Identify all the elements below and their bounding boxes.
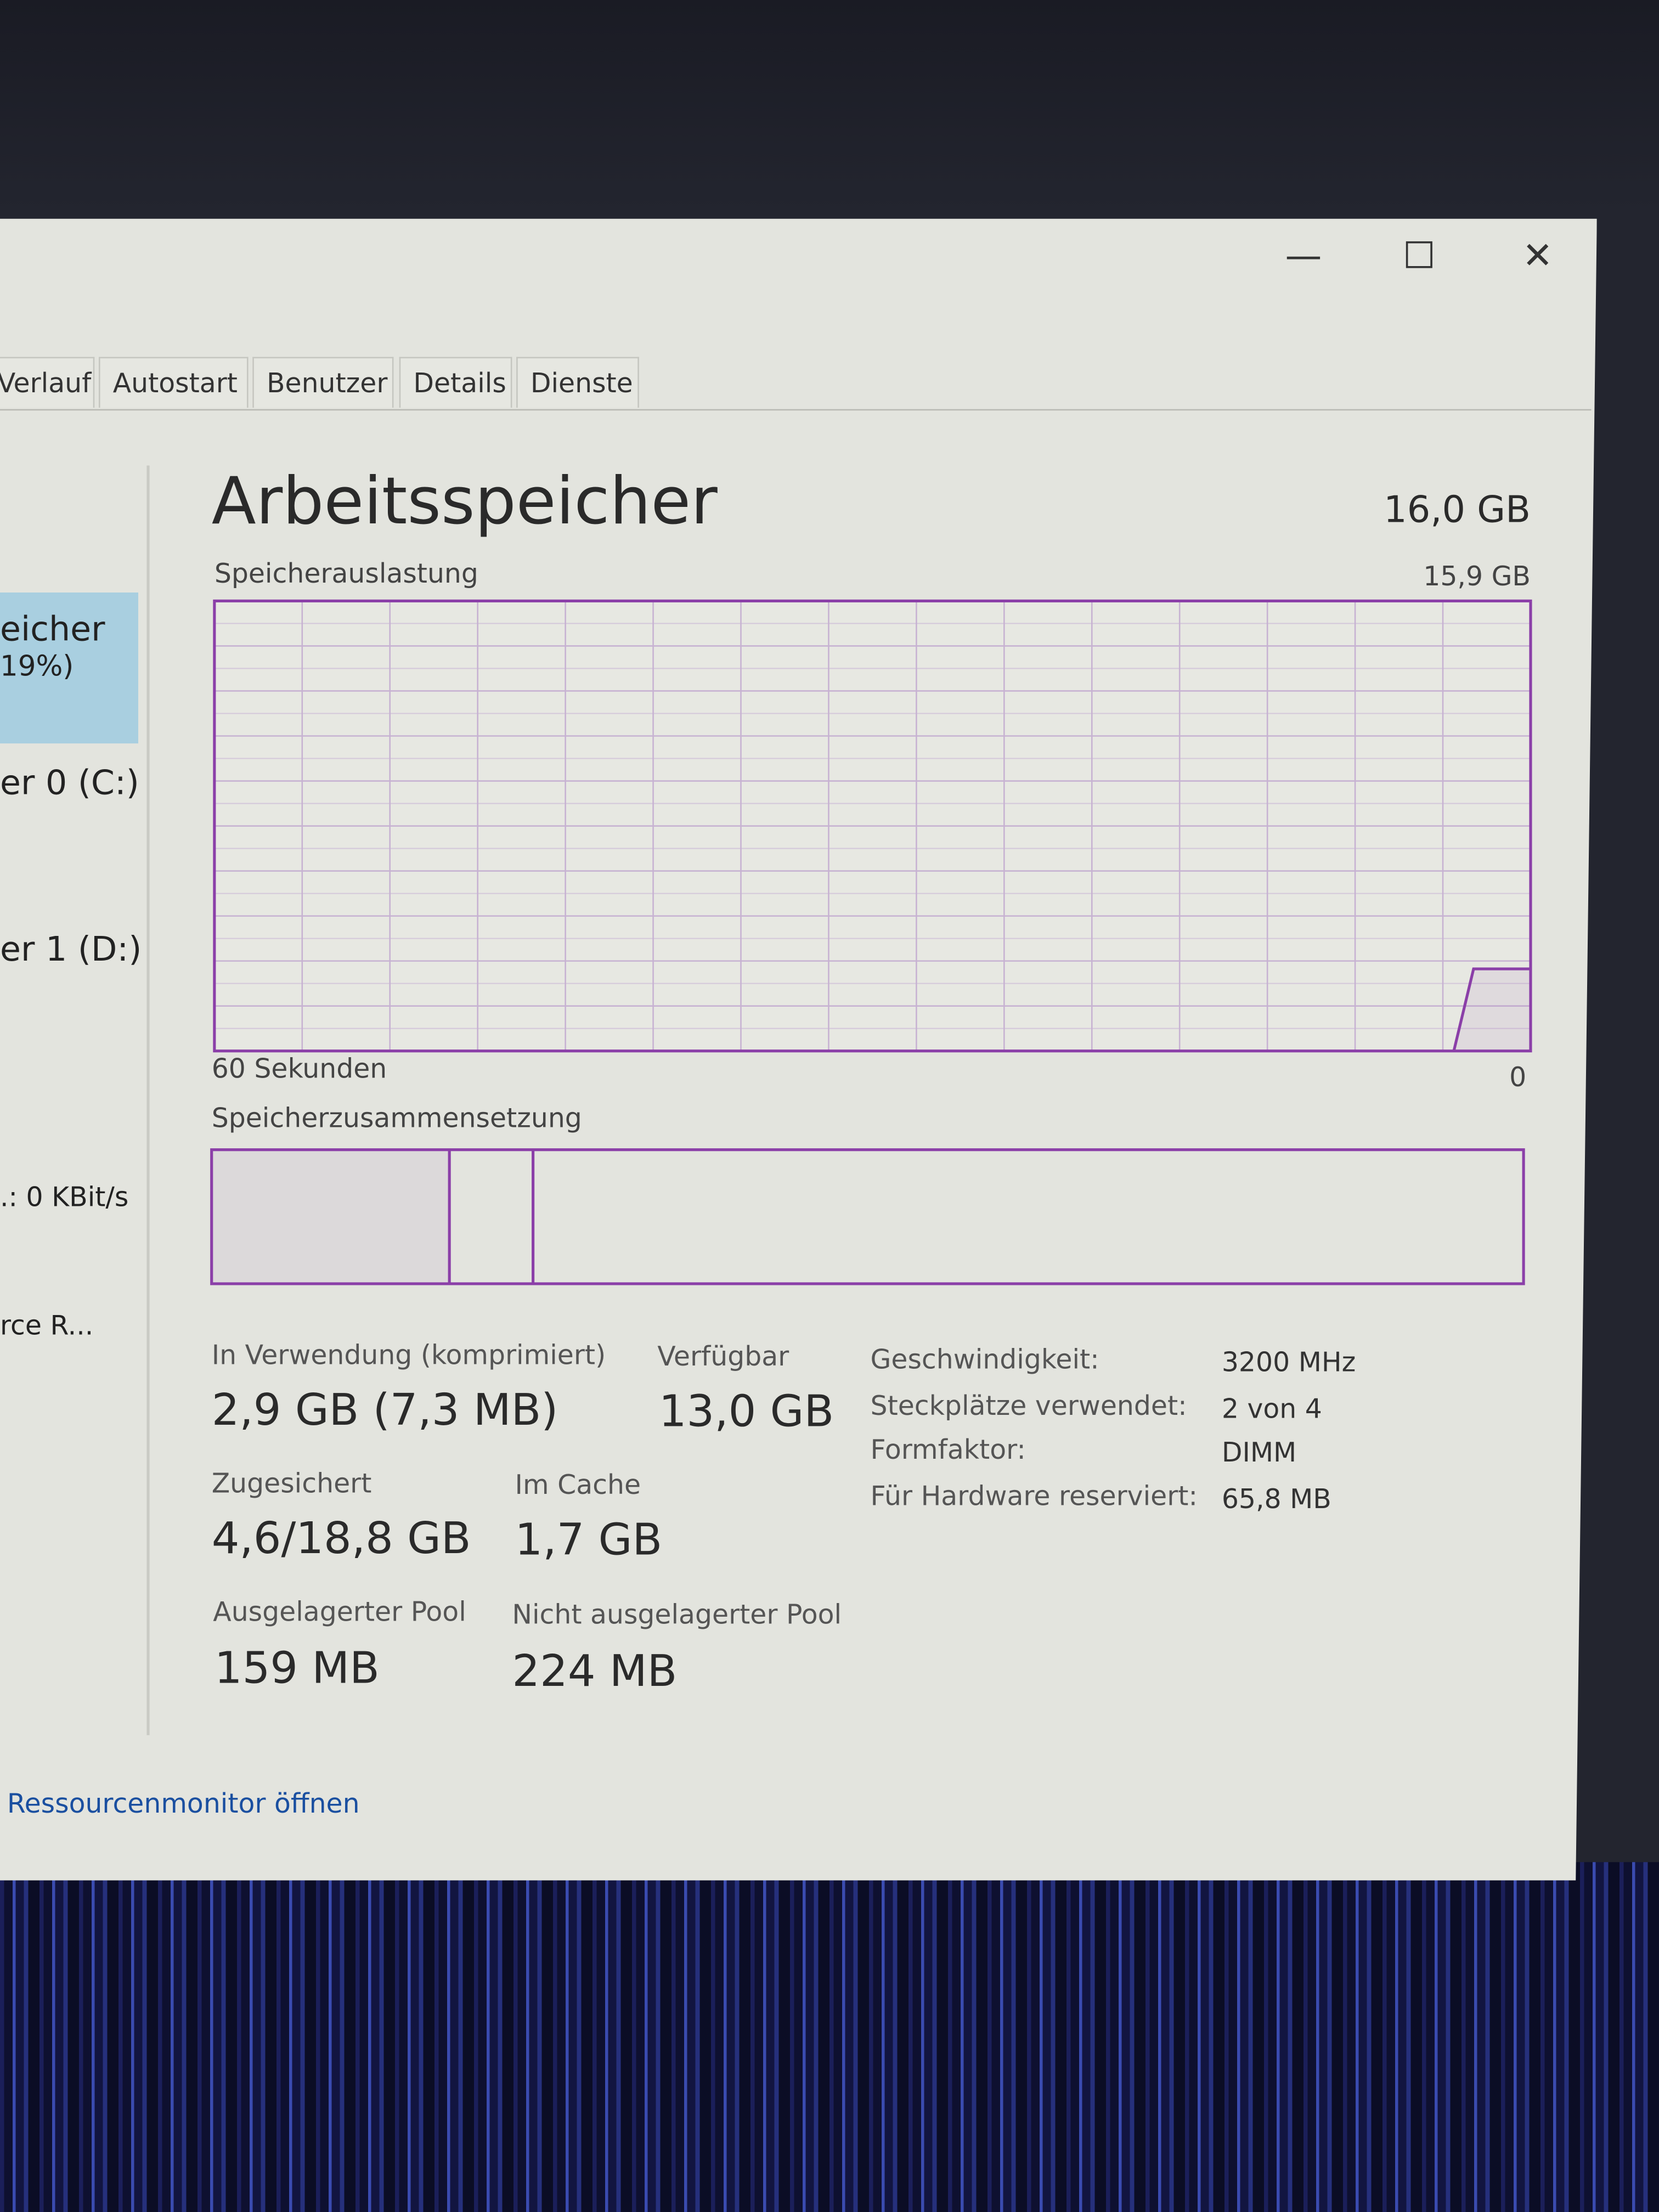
cached-value: 1,7 GB — [515, 1515, 663, 1566]
sidebar-item-memory[interactable]: eicher 19%) — [0, 592, 138, 744]
memory-composition-bar — [210, 1148, 1525, 1285]
in-use-label: In Verwendung (komprimiert) — [211, 1340, 606, 1372]
committed-label: Zugesichert — [211, 1468, 372, 1500]
composition-border — [210, 1148, 1525, 1285]
composition-in-use — [211, 1149, 450, 1284]
slots-label: Steckplätze verwendet: — [870, 1391, 1187, 1422]
composition-label: Speicherzusammensetzung — [211, 1103, 582, 1135]
in-use-value: 2,9 GB (7,3 MB) — [211, 1385, 558, 1436]
paged-pool-value: 159 MB — [214, 1643, 380, 1695]
speed-value: 3200 MHz — [1221, 1347, 1356, 1379]
memory-usage-chart — [213, 599, 1532, 1053]
sidebar-item-value: 19%) — [0, 648, 74, 683]
tab-autostart[interactable]: Autostart — [98, 357, 249, 408]
total-memory: 16,0 GB — [1384, 489, 1531, 532]
tab-bar: Verlauf Autostart Benutzer Details Diens… — [0, 357, 1592, 411]
form-factor-value: DIMM — [1221, 1437, 1297, 1469]
committed-value: 4,6/18,8 GB — [211, 1514, 471, 1565]
tab-dienste[interactable]: Dienste — [516, 357, 639, 408]
available-label: Verfügbar — [657, 1341, 789, 1373]
maximize-button[interactable]: ☐ — [1402, 235, 1436, 278]
task-manager-window: — ☐ ✕ Verlauf Autostart Benutzer Details… — [0, 218, 1597, 1881]
chart-border — [213, 599, 1532, 1053]
sidebar-divider — [146, 465, 150, 1735]
sidebar-item-gpu[interactable]: rce R... — [0, 1310, 94, 1342]
usage-max: 15,9 GB — [1423, 561, 1531, 592]
x-axis-right-label: 0 — [1509, 1062, 1527, 1093]
sidebar-item-disk-1[interactable]: er 1 (D:) — [0, 929, 142, 969]
page-title: Arbeitsspeicher — [211, 462, 718, 539]
tab-verlauf[interactable]: Verlauf — [0, 357, 95, 408]
speed-label: Geschwindigkeit: — [870, 1344, 1099, 1376]
hardware-reserved-label: Für Hardware reserviert: — [870, 1481, 1198, 1513]
tab-details[interactable]: Details — [399, 357, 512, 408]
sidebar-item-disk-0[interactable]: er 0 (C:) — [0, 763, 139, 803]
hardware-reserved-value: 65,8 MB — [1221, 1484, 1331, 1515]
sidebar-item-network[interactable]: .: 0 KBit/s — [0, 1182, 129, 1214]
x-axis-left-label: 60 Sekunden — [211, 1053, 387, 1085]
paged-pool-label: Ausgelagerter Pool — [213, 1596, 466, 1628]
tab-benutzer[interactable]: Benutzer — [252, 357, 394, 408]
cached-label: Im Cache — [515, 1470, 641, 1501]
nonpaged-pool-value: 224 MB — [512, 1646, 678, 1697]
nonpaged-pool-label: Nicht ausgelagerter Pool — [512, 1599, 842, 1631]
usage-line — [1452, 967, 1531, 1052]
slots-value: 2 von 4 — [1221, 1393, 1322, 1425]
close-button[interactable]: ✕ — [1522, 235, 1553, 278]
sidebar-item-label: eicher — [0, 609, 105, 649]
resource-monitor-link[interactable]: Ressourcenmonitor öffnen — [7, 1788, 360, 1820]
usage-label: Speicherauslastung — [214, 558, 478, 590]
available-value: 13,0 GB — [658, 1386, 834, 1438]
minimize-button[interactable]: — — [1285, 235, 1322, 278]
form-factor-label: Formfaktor: — [870, 1435, 1026, 1466]
usage-area — [1454, 969, 1531, 1051]
desktop-background — [0, 1862, 1659, 2212]
